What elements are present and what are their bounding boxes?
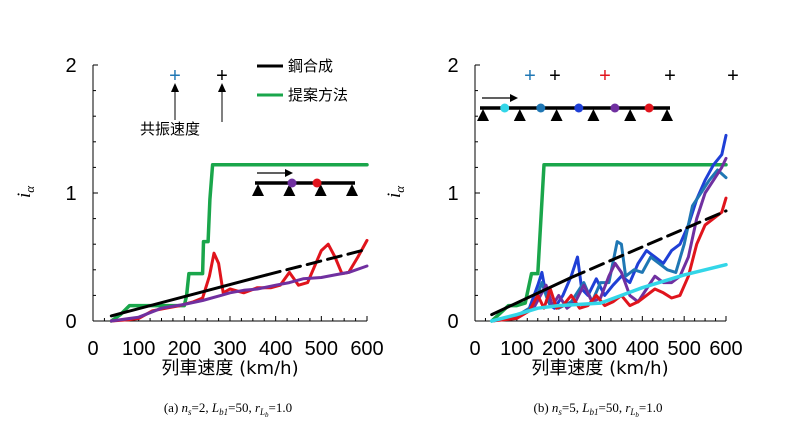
legend: 鋼合成 提案方法 [257, 57, 348, 104]
y-tick-label: 1 [447, 183, 458, 205]
panel-a-beam-diagram [252, 169, 358, 196]
legend-proposed-method-label: 提案方法 [288, 86, 348, 104]
support-triangle [477, 109, 489, 121]
y-tick-label: 2 [447, 55, 458, 77]
train-direction-arrowhead [510, 94, 518, 102]
measurement-point-dot [574, 103, 584, 113]
panel-b-beam-diagram [477, 94, 673, 121]
x-tick-label: 500 [667, 338, 700, 360]
resonance-arrowhead-2 [218, 83, 226, 92]
x-tick-label: 400 [626, 338, 659, 360]
series-composite_solid-line [109, 273, 268, 318]
measurement-point-dot [644, 103, 654, 113]
x-tick-label: 500 [305, 338, 338, 360]
x-tick-label: 400 [259, 338, 292, 360]
panel-a-x-axis-label: 列車速度 (km/h) [161, 358, 298, 379]
resonance-speed-label: 共振速度 [140, 120, 200, 138]
x-tick-label: 0 [87, 338, 98, 360]
y-tick-label: 0 [447, 311, 458, 333]
measurement-point-dot [312, 178, 322, 188]
panel-a-caption: (a) ns=2, Lb1=50, rLb=1.0 [164, 400, 292, 419]
svg-text:iα: iα [384, 185, 407, 198]
panel-b-caption: (b) ns=5, Lb1=50, rLb=1.0 [533, 400, 662, 419]
panel-a-y-axis-label: iα [14, 185, 37, 198]
x-tick-label: 0 [469, 338, 480, 360]
resonance-marker: + [524, 65, 536, 87]
support-triangle [550, 109, 563, 121]
y-tick-label: 2 [65, 55, 76, 77]
x-tick-label: 200 [168, 338, 201, 360]
legend-steel-composite-label: 鋼合成 [288, 57, 333, 75]
x-tick-label: 200 [542, 338, 575, 360]
series-purple-line [109, 264, 369, 323]
resonance-arrowhead-1 [171, 83, 179, 92]
support-triangle [283, 184, 296, 196]
resonance-marker: + [169, 65, 181, 87]
measurement-point-dot [500, 103, 510, 113]
panel-b-x-axis-label: 列車速度 (km/h) [531, 358, 668, 379]
x-tick-label: 100 [500, 338, 533, 360]
series-composite_dashed-line [569, 209, 728, 279]
resonance-annotation: 共振速度 [140, 83, 226, 138]
resonance-marker: + [664, 65, 676, 87]
resonance-marker: + [727, 65, 739, 87]
panel-a-resonance-markers: + + [169, 65, 228, 87]
panel-a-axes: 0 100 200 300 400 500 600 0 1 2 [65, 55, 383, 360]
support-triangle [252, 184, 264, 196]
resonance-marker: + [599, 65, 611, 87]
y-tick-label: 1 [65, 183, 76, 205]
x-tick-label: 300 [584, 338, 617, 360]
resonance-marker: + [216, 65, 228, 87]
support-triangle [314, 184, 327, 196]
support-triangle [346, 184, 358, 196]
measurement-point-dot [536, 103, 546, 113]
measurement-point-dot [610, 103, 620, 113]
panel-b-y-axis-label: iα [384, 185, 407, 198]
svg-text:iα: iα [14, 185, 37, 198]
series-proposed-line [109, 163, 369, 323]
train-direction-arrowhead [285, 169, 293, 177]
support-triangle [587, 109, 600, 121]
support-triangle [624, 109, 637, 121]
panel-b: 0 100 200 300 400 500 600 0 1 2 + + + + + 列車速度 (km/h)… [384, 55, 743, 419]
series-cyan-line [489, 262, 728, 323]
panel-a-series [109, 163, 369, 323]
series-composite_solid-line [490, 276, 573, 317]
series-composite_dashed-line [265, 247, 369, 277]
panel-b-series [489, 133, 728, 323]
measurement-point-dot [287, 178, 297, 188]
resonance-marker: + [549, 65, 561, 87]
x-tick-label: 100 [122, 338, 155, 360]
panel-b-resonance-markers: + + + + + [524, 65, 739, 87]
series-steel-line [490, 168, 728, 323]
y-tick-label: 0 [65, 311, 76, 333]
x-tick-label: 600 [709, 338, 742, 360]
support-triangle [513, 109, 526, 121]
panel-b-axes: 0 100 200 300 400 500 600 0 1 2 [447, 55, 742, 360]
x-tick-label: 300 [213, 338, 246, 360]
x-tick-label: 600 [350, 338, 383, 360]
support-triangle [661, 109, 673, 121]
